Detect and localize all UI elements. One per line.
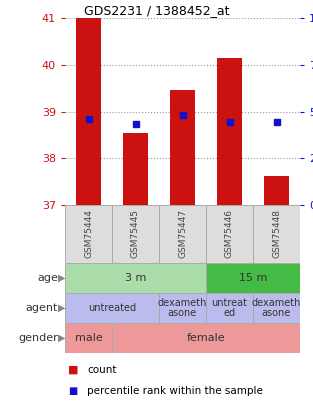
Text: untreated: untreated	[88, 303, 136, 313]
Text: agent: agent	[26, 303, 58, 313]
Bar	[253, 293, 300, 323]
Bar	[65, 323, 112, 353]
Text: GDS2231 / 1388452_at: GDS2231 / 1388452_at	[84, 4, 229, 17]
Bar	[206, 293, 253, 323]
Text: male: male	[74, 333, 102, 343]
Bar	[75, 18, 101, 205]
Bar	[206, 263, 300, 293]
Bar	[112, 205, 159, 263]
Bar	[65, 293, 159, 323]
Text: dexameth
asone: dexameth asone	[158, 298, 207, 318]
Bar	[159, 205, 206, 263]
Bar	[123, 132, 148, 205]
Bar	[170, 90, 195, 205]
Text: ▶: ▶	[58, 273, 66, 283]
Text: dexameth
asone: dexameth asone	[252, 298, 301, 318]
Bar	[159, 293, 206, 323]
Text: count: count	[87, 365, 116, 375]
Text: ▶: ▶	[58, 303, 66, 313]
Text: female: female	[187, 333, 225, 343]
Text: GSM75447: GSM75447	[178, 209, 187, 258]
Text: GSM75444: GSM75444	[84, 209, 93, 258]
Text: 3 m: 3 m	[125, 273, 146, 283]
Text: gender: gender	[18, 333, 58, 343]
Text: ■: ■	[68, 365, 79, 375]
Bar	[65, 263, 206, 293]
Text: percentile rank within the sample: percentile rank within the sample	[87, 386, 263, 396]
Text: untreat
ed: untreat ed	[212, 298, 248, 318]
Bar	[253, 205, 300, 263]
Text: age: age	[37, 273, 58, 283]
Text: GSM75448: GSM75448	[272, 209, 281, 258]
Text: GSM75445: GSM75445	[131, 209, 140, 258]
Text: GSM75446: GSM75446	[225, 209, 234, 258]
Bar	[217, 58, 243, 205]
Bar	[206, 205, 253, 263]
Bar	[264, 176, 290, 205]
Text: ▶: ▶	[58, 333, 66, 343]
Text: 15 m: 15 m	[239, 273, 267, 283]
Bar	[65, 205, 112, 263]
Bar	[112, 323, 300, 353]
Text: ■: ■	[68, 386, 77, 396]
